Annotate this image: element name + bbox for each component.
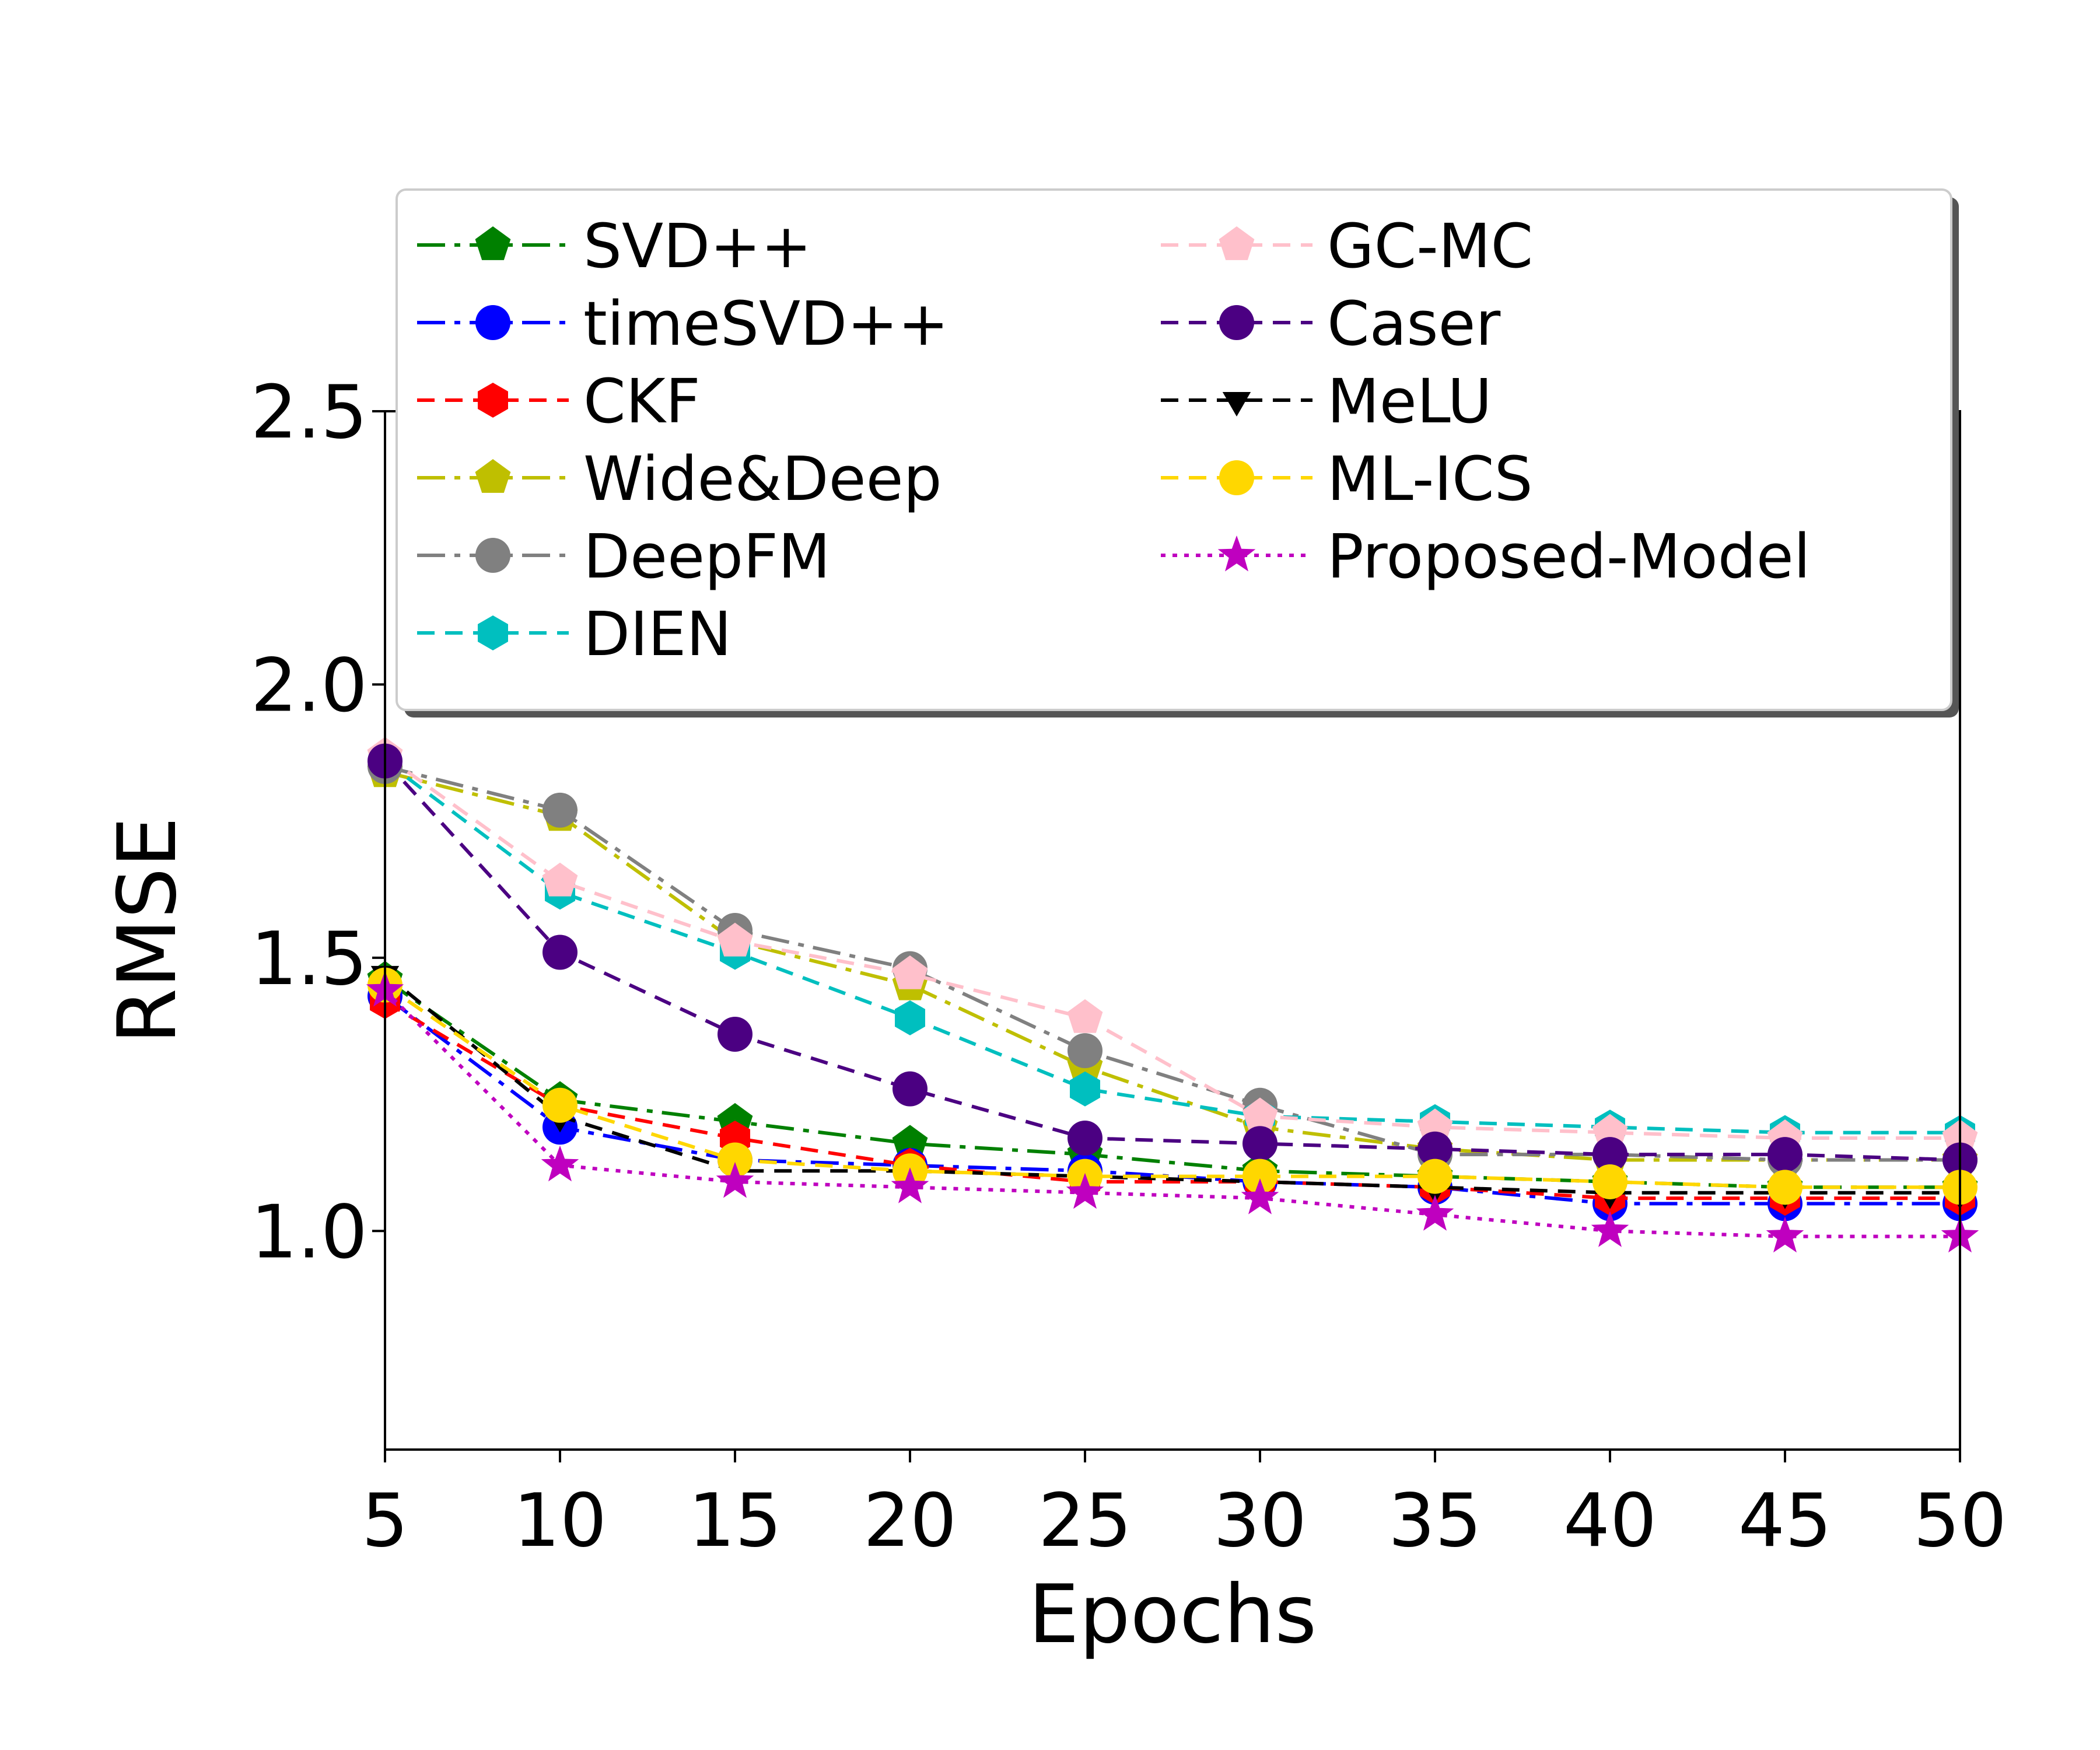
legend-label-dien: DIEN bbox=[583, 598, 732, 670]
data-point-gc-mc bbox=[542, 862, 578, 897]
x-axis-label: Epochs bbox=[1028, 1567, 1317, 1661]
data-point-dien bbox=[895, 1000, 925, 1035]
series-group bbox=[366, 737, 1979, 1253]
legend-entry-deepfm: DeepFM bbox=[417, 521, 831, 592]
legend-label-ml-ics: ML-ICS bbox=[1327, 443, 1533, 514]
data-point-gc-mc bbox=[1592, 1114, 1628, 1148]
data-point-deepfm bbox=[542, 792, 578, 828]
x-tick-label: 30 bbox=[1213, 1478, 1307, 1563]
data-point-proposed-model bbox=[1066, 1172, 1104, 1209]
legend-label-gc-mc: GC-MC bbox=[1327, 211, 1533, 282]
y-axis-label: RMSE bbox=[100, 817, 194, 1044]
data-point-caser bbox=[1242, 1126, 1278, 1161]
legend-entry-ckf: CKF bbox=[417, 366, 701, 437]
y-tick-label: 2.5 bbox=[251, 369, 368, 455]
legend-entry-dien: DIEN bbox=[417, 598, 732, 670]
data-point-ml-ics bbox=[542, 1087, 578, 1123]
legend-entry-wide-deep: Wide&Deep bbox=[417, 443, 942, 514]
data-point-caser bbox=[1768, 1137, 1803, 1172]
legend-label-melu: MeLU bbox=[1327, 366, 1492, 437]
legend-marker-ckf bbox=[478, 383, 508, 418]
x-tick-label: 25 bbox=[1038, 1478, 1132, 1563]
series-line-ckf bbox=[384, 1000, 1960, 1200]
legend-marker-gc-mc bbox=[1219, 226, 1255, 260]
series-caser bbox=[368, 743, 1978, 1178]
legend-marker-wide-deep bbox=[475, 459, 511, 493]
data-point-ml-ics bbox=[1418, 1158, 1452, 1194]
data-point-gc-mc bbox=[892, 955, 928, 989]
data-point-proposed-model bbox=[1766, 1216, 1804, 1253]
legend-entry-caser: Caser bbox=[1161, 288, 1501, 359]
data-point-proposed-model bbox=[1591, 1211, 1629, 1247]
x-tick-label: 10 bbox=[513, 1478, 607, 1563]
x-tick-label: 20 bbox=[863, 1478, 957, 1563]
legend-marker-deepfm bbox=[475, 538, 510, 573]
series-line-melu bbox=[384, 972, 1960, 1195]
legend-marker-svd bbox=[475, 226, 511, 260]
legend-label-timesvd: timeSVD++ bbox=[583, 288, 949, 359]
legend-entry-gc-mc: GC-MC bbox=[1161, 211, 1533, 282]
legend-box bbox=[396, 188, 1952, 711]
data-point-dien bbox=[1070, 1071, 1100, 1107]
series-line-wide-deep bbox=[384, 770, 1960, 1162]
legend-label-caser: Caser bbox=[1327, 288, 1501, 359]
y-axis: 1.0 1.5 2.0 2.5 bbox=[251, 369, 385, 1275]
x-tick-label: 45 bbox=[1738, 1478, 1832, 1563]
legend-marker-ml-ics bbox=[1219, 460, 1254, 495]
legend-marker-dien bbox=[478, 615, 508, 650]
data-point-gc-mc bbox=[1417, 1108, 1453, 1143]
data-point-proposed-model bbox=[716, 1161, 754, 1198]
data-point-caser bbox=[1068, 1121, 1102, 1156]
legend-label-deepfm: DeepFM bbox=[583, 521, 831, 592]
legend-label-ckf: CKF bbox=[583, 366, 701, 437]
legend-label-svd: SVD++ bbox=[583, 211, 812, 282]
data-point-svd bbox=[892, 1125, 928, 1159]
data-point-caser bbox=[718, 1017, 752, 1052]
x-tick-label: 5 bbox=[362, 1478, 408, 1563]
legend-marker-caser bbox=[1219, 305, 1254, 340]
data-point-ml-ics bbox=[1768, 1170, 1803, 1205]
data-point-gc-mc bbox=[1067, 999, 1103, 1033]
series-line-deepfm bbox=[384, 764, 1960, 1162]
legend-marker-timesvd bbox=[475, 305, 510, 340]
y-tick-label: 2.0 bbox=[251, 642, 368, 728]
data-point-ml-ics bbox=[718, 1142, 752, 1178]
legend-marker-proposed-model bbox=[1217, 536, 1256, 572]
x-tick-label: 40 bbox=[1563, 1478, 1657, 1563]
series-line-dien bbox=[384, 760, 1960, 1135]
data-point-ml-ics bbox=[1592, 1164, 1628, 1199]
data-point-caser bbox=[542, 935, 578, 970]
legend-entry-proposed-model: Proposed-Model bbox=[1161, 521, 1811, 592]
data-point-gc-mc bbox=[717, 922, 753, 957]
legend-entry-timesvd: timeSVD++ bbox=[417, 288, 949, 359]
legend-label-wide-deep: Wide&Deep bbox=[583, 443, 942, 514]
series-line-ml-ics bbox=[384, 984, 1960, 1189]
x-tick-label: 35 bbox=[1388, 1478, 1482, 1563]
x-axis: 5 10 15 20 25 30 35 40 45 50 bbox=[362, 1450, 2007, 1563]
data-point-proposed-model bbox=[541, 1145, 579, 1182]
legend-label-proposed-model: Proposed-Model bbox=[1327, 521, 1811, 592]
data-point-ml-ics bbox=[1242, 1158, 1278, 1194]
x-tick-label: 50 bbox=[1913, 1478, 2007, 1563]
data-point-caser bbox=[1592, 1137, 1628, 1172]
legend-entry-melu: MeLU bbox=[1161, 366, 1492, 437]
series-line-caser bbox=[383, 760, 1961, 1162]
data-point-caser bbox=[892, 1071, 928, 1107]
x-tick-label: 15 bbox=[688, 1478, 782, 1563]
data-point-caser bbox=[1418, 1131, 1452, 1167]
legend-entry-svd: SVD++ bbox=[417, 211, 812, 282]
y-tick-label: 1.5 bbox=[251, 916, 368, 1002]
data-point-proposed-model bbox=[1241, 1178, 1279, 1214]
plot-area bbox=[366, 737, 1979, 1253]
legend-marker-melu bbox=[1222, 392, 1251, 416]
data-point-proposed-model bbox=[891, 1167, 929, 1203]
data-point-deepfm bbox=[1068, 1033, 1102, 1069]
legend-entry-ml-ics: ML-ICS bbox=[1161, 443, 1533, 514]
y-tick-label: 1.0 bbox=[251, 1189, 368, 1275]
data-point-gc-mc bbox=[1242, 1097, 1278, 1132]
data-point-proposed-model bbox=[1416, 1195, 1454, 1231]
